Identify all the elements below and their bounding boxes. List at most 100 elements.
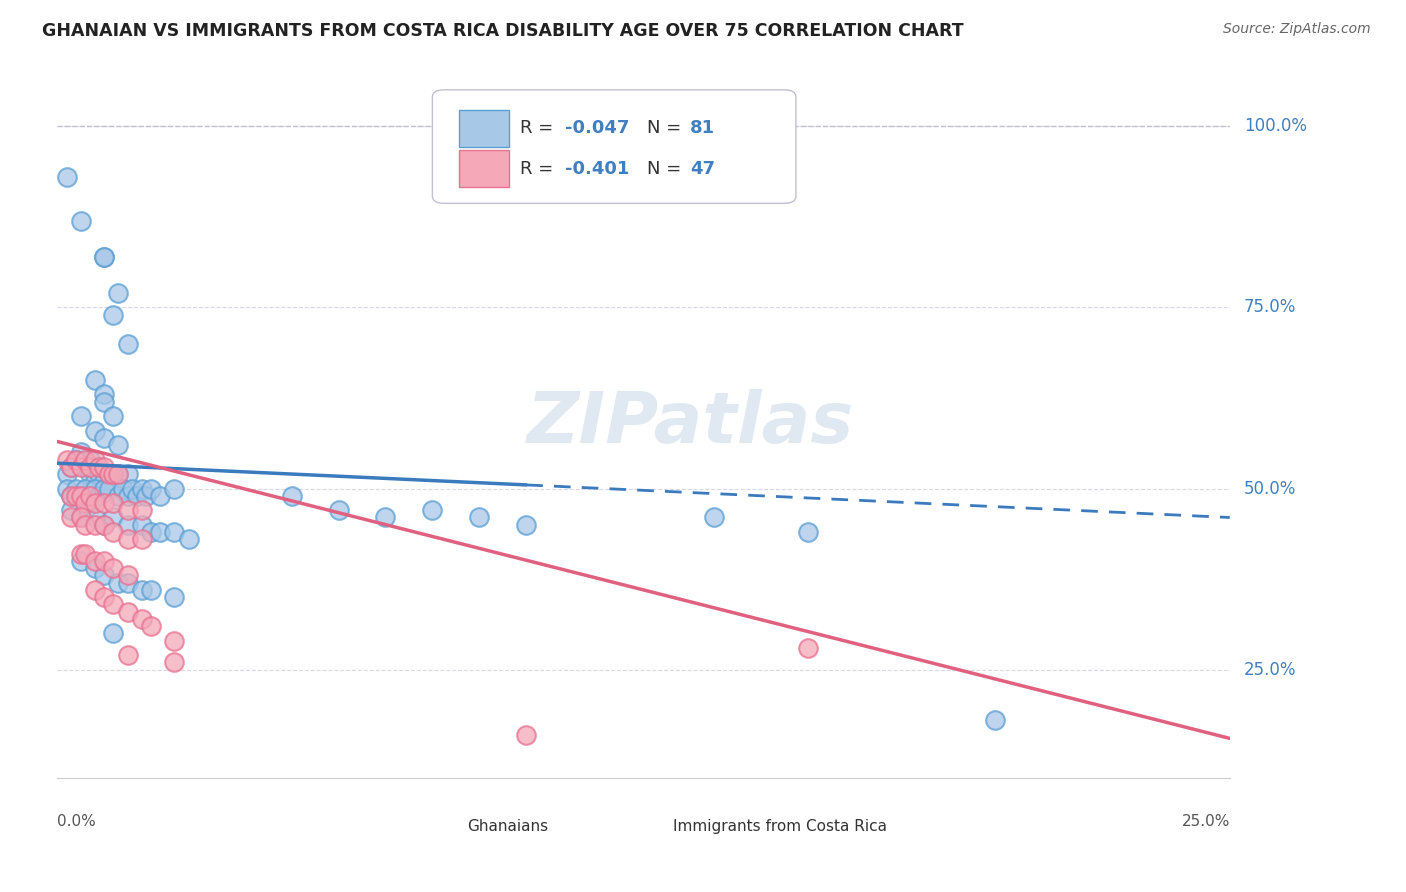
Point [177, 533, 200, 547]
Text: Ghanaians: Ghanaians [468, 819, 548, 834]
Point [65, 489, 87, 503]
Point [121, 482, 143, 496]
Point [93, 250, 115, 264]
Point [163, 482, 186, 496]
Point [117, 605, 139, 619]
Point [111, 482, 134, 496]
Point [79, 467, 101, 481]
FancyBboxPatch shape [623, 813, 661, 842]
Text: Source: ZipAtlas.com: Source: ZipAtlas.com [1223, 22, 1371, 37]
Point [93, 482, 115, 496]
Point [83, 452, 105, 467]
Point [93, 496, 115, 510]
Point [83, 510, 105, 524]
Point [93, 590, 115, 604]
Point [103, 626, 125, 640]
Point [117, 503, 139, 517]
Point [65, 452, 87, 467]
Point [93, 517, 115, 532]
Point [703, 510, 725, 524]
Point [163, 633, 186, 648]
Point [515, 728, 537, 742]
Point [75, 452, 97, 467]
Text: 50.0%: 50.0% [1244, 480, 1296, 498]
Point [89, 459, 111, 474]
Point [83, 554, 105, 568]
Point [984, 713, 1007, 727]
Point [93, 431, 115, 445]
Point [139, 619, 162, 633]
Text: 81: 81 [690, 120, 716, 137]
Point [131, 482, 153, 496]
Point [89, 489, 111, 503]
Point [139, 482, 162, 496]
Point [117, 489, 139, 503]
Text: N =: N = [647, 120, 688, 137]
Point [131, 582, 153, 597]
Point [149, 524, 172, 539]
Point [69, 445, 91, 459]
Point [75, 547, 97, 561]
Text: R =: R = [520, 160, 560, 178]
Text: 47: 47 [690, 160, 716, 178]
Point [65, 482, 87, 496]
Point [69, 547, 91, 561]
Point [103, 598, 125, 612]
Point [93, 554, 115, 568]
Text: -0.401: -0.401 [565, 160, 630, 178]
Text: 75.0%: 75.0% [1244, 299, 1296, 317]
Point [75, 459, 97, 474]
Point [93, 250, 115, 264]
Point [83, 424, 105, 438]
Point [83, 475, 105, 489]
Point [93, 568, 115, 582]
Point [60, 503, 83, 517]
Point [79, 452, 101, 467]
Point [69, 213, 91, 227]
Point [107, 467, 129, 481]
Text: N =: N = [647, 160, 688, 178]
Text: 100.0%: 100.0% [1244, 118, 1306, 136]
Point [107, 489, 129, 503]
Point [55, 170, 77, 185]
Point [135, 489, 157, 503]
Point [125, 489, 148, 503]
Point [280, 489, 302, 503]
Point [149, 489, 172, 503]
Point [103, 510, 125, 524]
Point [139, 582, 162, 597]
Point [103, 496, 125, 510]
Point [131, 517, 153, 532]
Point [79, 489, 101, 503]
Text: 25.0%: 25.0% [1181, 814, 1230, 829]
Point [55, 452, 77, 467]
Point [69, 489, 91, 503]
Point [79, 489, 101, 503]
Point [107, 575, 129, 590]
Point [131, 503, 153, 517]
Point [163, 524, 186, 539]
Point [107, 285, 129, 300]
Point [117, 648, 139, 662]
Point [117, 467, 139, 481]
Point [83, 517, 105, 532]
Point [107, 438, 129, 452]
Point [93, 387, 115, 401]
Point [422, 503, 444, 517]
Point [83, 373, 105, 387]
Point [60, 489, 83, 503]
Point [83, 582, 105, 597]
Point [515, 517, 537, 532]
Point [163, 590, 186, 604]
Point [93, 459, 115, 474]
FancyBboxPatch shape [460, 110, 509, 146]
Point [374, 510, 396, 524]
Point [75, 517, 97, 532]
Point [103, 308, 125, 322]
Text: R =: R = [520, 120, 560, 137]
Point [131, 533, 153, 547]
Point [75, 496, 97, 510]
Point [328, 503, 350, 517]
Point [69, 554, 91, 568]
Point [69, 489, 91, 503]
